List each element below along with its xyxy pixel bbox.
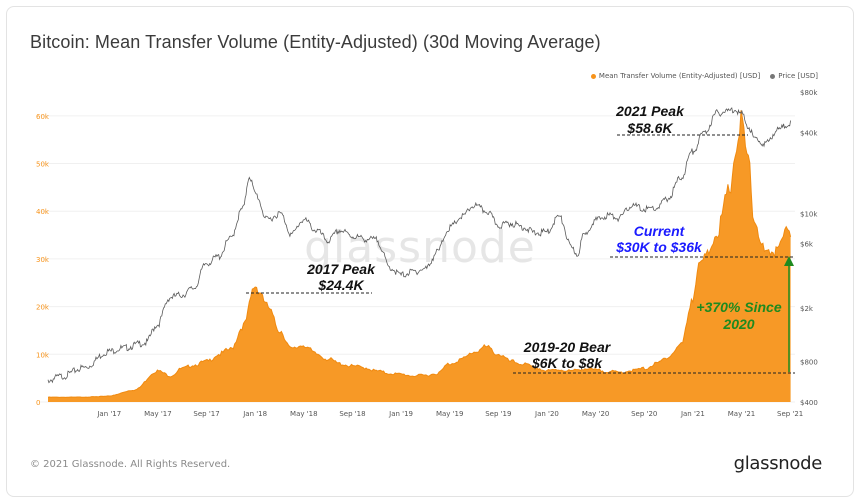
since-2020-arrow-head xyxy=(784,256,794,266)
annotation-since-2020-title: +370% Since xyxy=(696,299,781,315)
y-right-tick-label: $800 xyxy=(800,358,818,366)
y-left-tick-label: 40k xyxy=(36,208,50,216)
y-right-tick-label: $40k xyxy=(800,130,818,138)
legend-item-volume[interactable]: Mean Transfer Volume (Entity-Adjusted) [… xyxy=(590,72,761,80)
annotations: 2021 Peak$58.6K 2017 Peak$24.4K 2019-20 Be… xyxy=(246,103,795,374)
annotation-2017-peak-value: $24.4K xyxy=(317,277,364,293)
y-right-tick-label: $80k xyxy=(800,89,818,97)
x-tick-label: May '18 xyxy=(290,410,318,418)
x-tick-label: Sep '18 xyxy=(339,410,365,418)
y-left-tick-label: 50k xyxy=(36,161,50,169)
grid-lines xyxy=(40,115,795,403)
legend-label-volume: Mean Transfer Volume (Entity-Adjusted) [… xyxy=(598,72,761,80)
y-left-tick-label: 10k xyxy=(36,351,50,359)
y-right-tick-label: $6k xyxy=(800,241,814,249)
chart-legend: Mean Transfer Volume (Entity-Adjusted) [… xyxy=(590,72,818,80)
copyright-text: © 2021 Glassnode. All Rights Reserved. xyxy=(30,459,231,470)
watermark: glassnode xyxy=(304,222,536,273)
volume-area xyxy=(48,110,791,403)
x-tick-label: Sep '19 xyxy=(485,410,511,418)
volume-line xyxy=(47,110,792,398)
y-right-axis-ticks: $400 $800 $2k $6k $10k $40k $80k xyxy=(800,89,818,407)
annotation-2021-peak-title: 2021 Peak xyxy=(615,103,685,119)
annotation-since-2020-value: 2020 xyxy=(722,316,754,332)
legend-label-price: Price [USD] xyxy=(778,72,818,80)
x-tick-label: May '17 xyxy=(144,410,172,418)
chart-title: Bitcoin: Mean Transfer Volume (Entity-Ad… xyxy=(30,32,601,52)
annotation-bear-value: $6K to $8k xyxy=(531,355,603,371)
annotation-2021-peak-value: $58.6K xyxy=(626,120,673,136)
x-tick-label: Jan '18 xyxy=(242,410,267,418)
x-tick-label: Jan '20 xyxy=(534,410,559,418)
x-tick-label: Sep '21 xyxy=(777,410,803,418)
x-tick-label: May '21 xyxy=(728,410,756,418)
x-tick-label: Sep '17 xyxy=(193,410,219,418)
y-right-tick-label: $2k xyxy=(800,305,814,313)
brand-logo: glassnode xyxy=(733,453,823,474)
price-line xyxy=(47,107,791,384)
legend-swatch-price xyxy=(770,73,776,79)
y-right-tick-label: $10k xyxy=(800,211,818,219)
annotation-bear-title: 2019-20 Bear xyxy=(523,339,612,355)
y-left-tick-label: 20k xyxy=(36,304,50,312)
annotation-current-value: $30K to $36k xyxy=(615,239,703,255)
x-tick-label: May '20 xyxy=(582,410,610,418)
y-left-tick-label: 0 xyxy=(36,399,40,407)
y-left-tick-label: 30k xyxy=(36,256,50,264)
x-tick-label: Jan '19 xyxy=(388,410,413,418)
x-axis-ticks: Jan '17 May '17 Sep '17 Jan '18 May '18 Sep '… xyxy=(96,410,803,418)
x-tick-label: Jan '21 xyxy=(680,410,705,418)
x-tick-label: May '19 xyxy=(436,410,464,418)
x-tick-label: Jan '17 xyxy=(96,410,121,418)
annotation-2017-peak-title: 2017 Peak xyxy=(306,261,376,277)
y-left-tick-label: 60k xyxy=(36,113,50,121)
x-tick-label: Sep '20 xyxy=(631,410,657,418)
y-right-tick-label: $400 xyxy=(800,399,818,407)
annotation-current-title: Current xyxy=(634,223,686,239)
y-left-axis-ticks: 0 10k 20k 30k 40k 50k 60k xyxy=(36,113,50,407)
legend-swatch-volume xyxy=(590,73,596,79)
legend-item-price[interactable]: Price [USD] xyxy=(770,72,818,80)
